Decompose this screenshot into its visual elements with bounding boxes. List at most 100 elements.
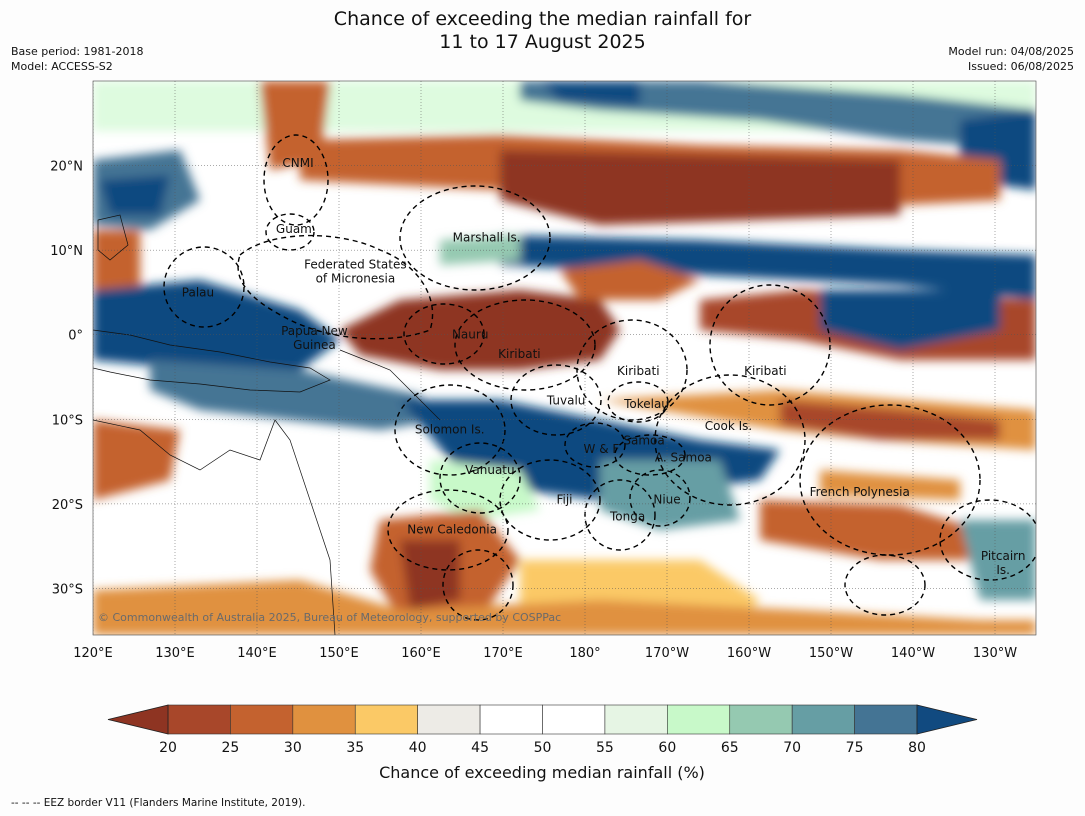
rainfall-shading <box>93 81 1036 635</box>
colorbar-bin <box>167 704 231 735</box>
region-label: Vanuatu <box>465 463 515 477</box>
patch-fpoly-orange <box>760 500 980 560</box>
region-label-line: of Micronesia <box>316 271 396 285</box>
region-label: Fiji <box>556 493 572 507</box>
region-label: Papua New Guinea <box>281 324 348 352</box>
patch-west-orange <box>93 230 140 300</box>
region-label: Samoa <box>623 433 664 447</box>
lon-tick-label: 150°W <box>809 646 853 661</box>
region-label-line: French Polynesia <box>810 485 910 499</box>
colorbar-over-arrow <box>916 704 978 735</box>
eez-cnmi <box>263 134 329 226</box>
meta-right: Model run: 04/08/2025 Issued: 06/08/2025 <box>948 44 1074 74</box>
lon-tick-label: 130°E <box>155 646 195 661</box>
eez-vanuatu <box>439 442 521 514</box>
colorbar-bin <box>791 704 855 735</box>
region-label-line: Samoa <box>623 433 664 447</box>
region-label-line: Solomon Is. <box>415 422 485 436</box>
eez-borders <box>163 134 1036 621</box>
lon-tick-label: 180° <box>569 646 600 661</box>
eez-tonga <box>584 479 656 551</box>
colorbar-under-arrow <box>107 704 169 735</box>
meta-left: Base period: 1981-2018 Model: ACCESS-S2 <box>11 44 143 74</box>
colorbar-bin <box>729 704 793 735</box>
eez-niue <box>629 469 691 527</box>
colorbar-tick-label: 55 <box>596 740 614 756</box>
patch-fpoly-light <box>820 470 960 500</box>
colorbar-bin <box>292 704 356 735</box>
colorbar-tick-label: 65 <box>721 740 739 756</box>
lat-tick-label: 10°S <box>52 413 83 428</box>
eez-footnote: -- -- -- EEZ border V11 (Flanders Marine… <box>11 797 306 809</box>
colorbar-tick-label: 60 <box>658 740 676 756</box>
colorbar-title: Chance of exceeding median rainfall (%) <box>379 763 705 782</box>
lon-tick-label: 160°E <box>401 646 441 661</box>
region-label: Guam <box>276 222 312 236</box>
eez-nauru <box>403 303 485 365</box>
region-label-line: Pitcairn <box>981 549 1026 563</box>
eez-kiribati-line <box>709 284 831 406</box>
patch-cnmi-orange <box>260 81 330 170</box>
region-label-line: Fiji <box>556 493 572 507</box>
band-north-blue <box>520 81 1036 150</box>
region-label: Marshall Is. <box>453 230 521 244</box>
band-south-orange <box>93 580 1036 635</box>
region-label: A. Samoa <box>655 450 712 464</box>
issued-date: Issued: 06/08/2025 <box>967 60 1074 73</box>
region-label: New Caledonia <box>407 522 497 536</box>
eez-wallis-futuna <box>564 422 626 468</box>
colorbar-bin <box>417 704 481 735</box>
colorbar-tick-label: 50 <box>534 740 552 756</box>
eez-new-caledonia <box>387 489 509 571</box>
colorbar-tick-label: 25 <box>222 740 240 756</box>
model-run: Model run: 04/08/2025 <box>948 45 1074 58</box>
eez-kiribati-phoenix <box>576 319 688 421</box>
eez-kiribati-gilbert <box>454 299 596 391</box>
region-labels: CNMI Guam Marshall Is. Federated States of M… <box>182 156 1026 577</box>
lon-tick-label: 130°W <box>973 646 1017 661</box>
region-label-line: Guinea <box>293 338 336 352</box>
region-label-line: Kiribati <box>744 364 786 378</box>
map-title: Chance of exceeding the median rainfall … <box>0 8 1085 54</box>
patch-kiribati-orange <box>560 260 700 300</box>
region-label-line: A. Samoa <box>655 450 712 464</box>
region-label-line: CNMI <box>282 156 313 170</box>
region-label-line: New Caledonia <box>407 522 497 536</box>
eez-palau <box>163 246 245 328</box>
colorbar-bin <box>542 704 606 735</box>
eez-guam <box>265 213 315 251</box>
lat-tick-label: 30°S <box>52 582 83 597</box>
lon-tick-label: 160°W <box>727 646 771 661</box>
region-label: French Polynesia <box>810 485 910 499</box>
lon-tick-label: 170°E <box>483 646 523 661</box>
region-label-line: Papua New <box>281 324 348 338</box>
colorbar-tick-label: 20 <box>159 740 177 756</box>
region-label: Pitcairn Is. <box>981 549 1026 577</box>
region-label: Palau <box>182 285 214 299</box>
lon-tick-label: 140°W <box>891 646 935 661</box>
band-10n-blue <box>500 235 1036 300</box>
coastlines <box>93 214 441 635</box>
colorbar-tick-label: 40 <box>409 740 427 756</box>
colorbar-bin <box>230 704 294 735</box>
graticule <box>93 81 1036 635</box>
region-label: Tuvalu <box>546 394 586 408</box>
colorbar-bin <box>479 704 543 735</box>
patch-north-australia-orange <box>93 420 180 500</box>
patch-north-darkblue <box>540 81 640 105</box>
region-label: Cook Is. <box>705 419 752 433</box>
region-label-line: Palau <box>182 285 214 299</box>
colorbar-ticks: 20 25 30 35 40 45 50 55 60 65 70 75 80 <box>159 740 926 756</box>
region-label-line: Federated States <box>304 257 406 271</box>
patch-cook-red <box>780 400 1000 440</box>
lon-tick-label: 170°W <box>645 646 689 661</box>
region-label: Tokelau <box>623 397 669 411</box>
base-period: Base period: 1981-2018 <box>11 45 144 58</box>
lat-tick-label: 10°N <box>50 244 83 259</box>
title-line-1: Chance of exceeding the median rainfall … <box>333 8 752 30</box>
region-label: Kiribati <box>498 347 540 361</box>
region-label-line: Niue <box>653 493 680 507</box>
band-20n-darkred <box>500 150 900 225</box>
patch-solomon-wet <box>150 360 440 430</box>
eez-austral <box>844 554 926 616</box>
